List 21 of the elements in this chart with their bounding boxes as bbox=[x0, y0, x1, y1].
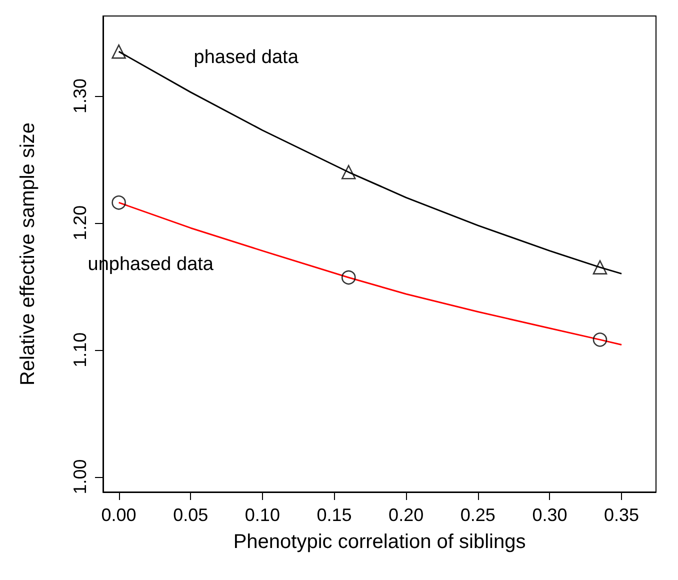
x-tick-label: 0.00 bbox=[101, 505, 136, 525]
x-tick-label: 0.20 bbox=[388, 505, 424, 525]
y-tick-label: 1.20 bbox=[70, 205, 90, 240]
x-tick-label: 0.35 bbox=[604, 505, 640, 525]
x-tick-label: 0.10 bbox=[244, 505, 280, 525]
x-axis-title: Phenotypic correlation of siblings bbox=[233, 531, 526, 553]
x-tick-label: 0.30 bbox=[532, 505, 568, 525]
x-tick-label: 0.05 bbox=[173, 505, 208, 525]
y-tick-label: 1.00 bbox=[70, 459, 90, 494]
x-tick-label: 0.15 bbox=[316, 505, 352, 525]
y-tick-label: 1.10 bbox=[70, 332, 90, 368]
y-tick-label: 1.30 bbox=[70, 78, 90, 114]
series-label: phased data bbox=[194, 47, 299, 68]
point bbox=[592, 332, 608, 347]
y-axis-title: Relative effective sample size bbox=[17, 122, 39, 386]
point bbox=[112, 195, 126, 210]
point bbox=[341, 164, 356, 180]
point bbox=[592, 260, 608, 274]
point bbox=[341, 270, 356, 285]
x-tick-label: 0.25 bbox=[460, 505, 496, 525]
point bbox=[112, 44, 126, 59]
